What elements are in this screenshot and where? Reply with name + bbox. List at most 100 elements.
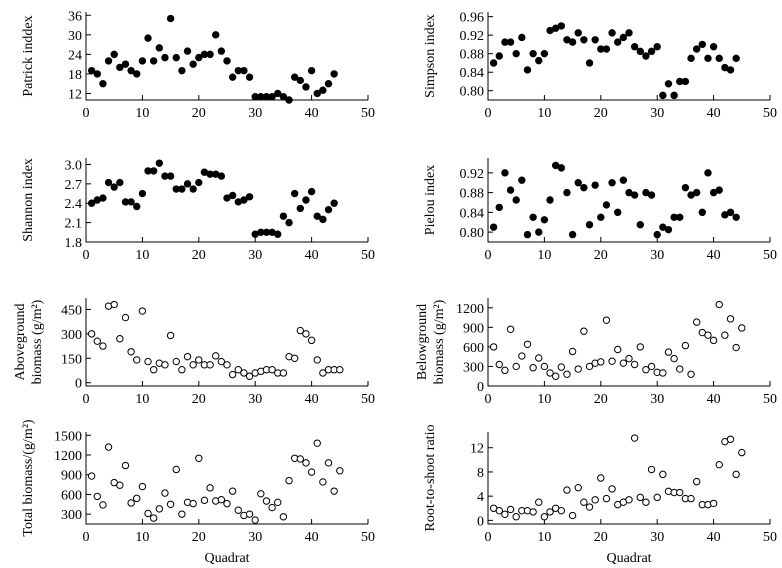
data-point — [653, 493, 661, 502]
data-point — [636, 493, 644, 502]
data-point — [166, 172, 175, 180]
data-point — [501, 366, 509, 375]
y-tick-label: 1500 — [54, 429, 82, 444]
data-point — [687, 494, 695, 503]
y-tick-label: 1200 — [456, 302, 484, 317]
y-axis-title: Aboveground — [13, 304, 28, 381]
x-tick-label: 0 — [83, 248, 90, 263]
data-point — [189, 361, 197, 369]
axis-lines — [85, 12, 368, 101]
y-tick-label: 2.4 — [65, 197, 83, 212]
y-tick-label: 450 — [61, 303, 82, 318]
chart-panel-8: 0 4 8 12 0 10 20 30 40 50 Root-to-shoot ratio Quadr… — [423, 425, 777, 566]
x-tick-label: 10 — [537, 392, 551, 407]
y-axis-title: biomass (g/m²) — [432, 299, 447, 384]
data-point — [296, 204, 305, 213]
data-point — [692, 45, 701, 53]
data-point — [279, 369, 288, 377]
data-point — [127, 198, 135, 206]
data-point — [302, 83, 310, 91]
y-tick-label: 12 — [68, 87, 82, 102]
data-point — [133, 494, 141, 503]
data-point — [636, 221, 644, 229]
data-point — [630, 43, 639, 51]
x-tick-label: 10 — [135, 248, 149, 263]
data-point — [597, 358, 605, 366]
data-point — [580, 36, 588, 44]
data-point — [138, 482, 147, 491]
data-point — [189, 185, 197, 193]
y-tick-label: 4 — [477, 490, 484, 505]
data-point — [709, 43, 718, 51]
y-axis-title: Total biomass/(g/m²) — [21, 419, 36, 536]
y-axis-title: Patrick inddex — [21, 15, 36, 96]
data-point — [206, 50, 214, 59]
y-tick-label: 300 — [463, 360, 484, 375]
data-point — [535, 56, 543, 65]
data-point — [87, 472, 96, 480]
data-point — [228, 191, 237, 200]
data-point — [529, 213, 537, 221]
data-point — [681, 183, 690, 192]
data-point — [535, 354, 543, 362]
data-point — [704, 54, 712, 63]
y-tick-label: 18 — [68, 68, 82, 83]
y-tick-label: 300 — [61, 328, 82, 343]
data-point — [195, 454, 203, 462]
data-point — [659, 91, 667, 100]
data-point — [302, 330, 310, 338]
data-point — [709, 336, 718, 345]
data-point — [206, 484, 214, 492]
chart-panel-1: 12 18 24 30 36 0 10 20 30 40 50 Patrick inddex — [21, 9, 375, 121]
data-point — [133, 70, 141, 78]
data-point — [602, 201, 611, 209]
data-point — [597, 474, 605, 482]
data-point — [330, 487, 338, 495]
data-point — [217, 47, 226, 55]
data-point — [212, 352, 220, 360]
x-tick-label: 50 — [361, 248, 375, 263]
data-point — [681, 77, 690, 86]
data-point — [698, 208, 707, 217]
data-point — [262, 497, 271, 505]
data-point — [636, 343, 644, 351]
data-point — [279, 93, 288, 101]
data-point — [568, 511, 577, 520]
data-point — [489, 223, 498, 231]
data-point — [738, 448, 746, 457]
data-point — [296, 76, 305, 85]
data-point — [307, 187, 316, 196]
data-point — [116, 63, 124, 72]
data-point — [647, 47, 656, 56]
y-tick-label: 2.7 — [65, 178, 83, 193]
data-point — [93, 492, 101, 501]
data-point — [116, 481, 124, 489]
data-point — [336, 467, 344, 475]
data-point — [591, 496, 599, 504]
data-point — [87, 330, 96, 338]
data-point — [290, 73, 299, 81]
data-point — [161, 489, 169, 497]
x-tick-label: 10 — [537, 106, 551, 121]
data-point — [540, 513, 549, 521]
data-point — [223, 57, 231, 65]
data-point — [518, 33, 526, 42]
chart-panel-6: 0 300 600 900 1200 0 10 20 30 40 50 Belowground biom… — [415, 298, 777, 407]
data-point — [183, 352, 192, 361]
data-point — [585, 221, 594, 229]
y-tick-label: 8 — [477, 466, 484, 481]
data-point — [313, 89, 321, 98]
x-tick-label: 10 — [135, 530, 149, 545]
data-point — [161, 361, 169, 369]
y-axis-title: Root-to-shoot ratio — [423, 425, 438, 532]
data-point — [698, 40, 707, 49]
data-point — [313, 356, 321, 364]
data-point — [715, 54, 723, 63]
x-axis-title: Quadrat — [606, 551, 651, 566]
data-point — [172, 465, 180, 474]
x-tick-label: 20 — [594, 248, 608, 263]
data-point — [489, 59, 498, 67]
data-point — [715, 300, 723, 309]
data-point — [585, 59, 594, 67]
data-point — [240, 369, 248, 377]
